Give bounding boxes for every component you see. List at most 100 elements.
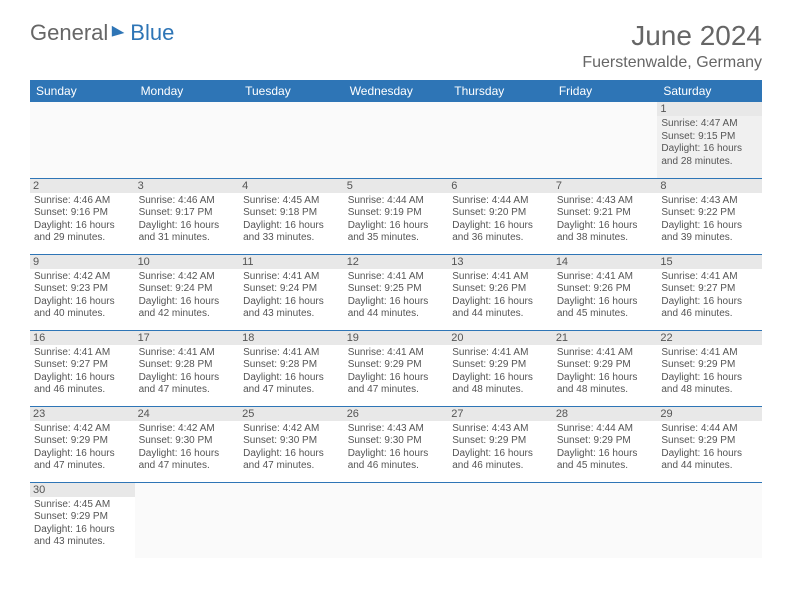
day-number: 3 (135, 179, 240, 193)
day-number: 9 (30, 255, 135, 269)
calendar-cell: 3 Sunrise: 4:46 AMSunset: 9:17 PMDaylight… (135, 178, 240, 254)
calendar-cell: 20Sunrise: 4:41 AMSunset: 9:29 PMDayligh… (448, 330, 553, 406)
day-info: Sunrise: 4:43 AMSunset: 9:30 PMDaylight:… (348, 423, 445, 473)
page-title: June 2024 (582, 20, 762, 52)
calendar-cell: 22Sunrise: 4:41 AMSunset: 9:29 PMDayligh… (657, 330, 762, 406)
calendar-cell (344, 482, 449, 558)
location-subtitle: Fuerstenwalde, Germany (582, 54, 762, 72)
day-number: 12 (344, 255, 449, 269)
weekday-header: Friday (553, 80, 658, 102)
day-number: 5 (344, 179, 449, 193)
calendar-cell: 25Sunrise: 4:42 AMSunset: 9:30 PMDayligh… (239, 406, 344, 482)
calendar-cell: 13 Sunrise: 4:41 AMSunset: 9:26 PMDayligh… (448, 254, 553, 330)
day-number: 11 (239, 255, 344, 269)
day-info: Sunrise: 4:42 AMSunset: 9:24 PMDaylight:… (139, 271, 236, 321)
day-info: Sunrise: 4:41 AMSunset: 9:25 PMDaylight:… (348, 271, 445, 321)
calendar-cell: 5 Sunrise: 4:44 AMSunset: 9:19 PMDaylight… (344, 178, 449, 254)
day-info: Sunrise: 4:44 AMSunset: 9:19 PMDaylight:… (348, 195, 445, 245)
day-info: Sunrise: 4:46 AMSunset: 9:17 PMDaylight:… (139, 195, 236, 245)
calendar-cell: 26 Sunrise: 4:43 AMSunset: 9:30 PMDayligh… (344, 406, 449, 482)
day-number: 20 (448, 331, 553, 345)
day-number: 15 (657, 255, 762, 269)
day-number: 8 (657, 179, 762, 193)
weekday-header: Monday (135, 80, 240, 102)
weekday-header: Wednesday (344, 80, 449, 102)
day-number: 26 (344, 407, 449, 421)
calendar-cell (448, 102, 553, 178)
day-info: Sunrise: 4:41 AMSunset: 9:28 PMDaylight:… (139, 347, 236, 397)
day-info: Sunrise: 4:44 AMSunset: 9:29 PMDaylight:… (661, 423, 758, 473)
brand-logo: General Blue (30, 20, 174, 46)
calendar-cell: 1 Sunrise: 4:47 AMSunset: 9:15 PMDaylight… (657, 102, 762, 178)
logo-text-blue: Blue (130, 20, 174, 46)
day-info: Sunrise: 4:41 AMSunset: 9:27 PMDaylight:… (34, 347, 131, 397)
day-info: Sunrise: 4:42 AMSunset: 9:30 PMDaylight:… (139, 423, 236, 473)
day-info: Sunrise: 4:41 AMSunset: 9:27 PMDaylight:… (661, 271, 758, 321)
day-number: 14 (553, 255, 658, 269)
calendar-cell: 4Sunrise: 4:45 AMSunset: 9:18 PMDaylight… (239, 178, 344, 254)
calendar-cell: 27 Sunrise: 4:43 AMSunset: 9:29 PMDayligh… (448, 406, 553, 482)
calendar-cell: 12 Sunrise: 4:41 AMSunset: 9:25 PMDayligh… (344, 254, 449, 330)
day-number: 19 (344, 331, 449, 345)
day-number: 24 (135, 407, 240, 421)
calendar-cell (657, 482, 762, 558)
day-info: Sunrise: 4:41 AMSunset: 9:24 PMDaylight:… (243, 271, 340, 321)
calendar-cell: 11 Sunrise: 4:41 AMSunset: 9:24 PMDayligh… (239, 254, 344, 330)
calendar-cell (30, 102, 135, 178)
calendar-cell: 2 Sunrise: 4:46 AMSunset: 9:16 PMDaylight… (30, 178, 135, 254)
calendar-cell: 6 Sunrise: 4:44 AMSunset: 9:20 PMDaylight… (448, 178, 553, 254)
calendar-grid: SundayMondayTuesdayWednesdayThursdayFrid… (30, 80, 762, 558)
day-info: Sunrise: 4:41 AMSunset: 9:26 PMDaylight:… (557, 271, 654, 321)
calendar-cell: 19 Sunrise: 4:41 AMSunset: 9:29 PMDayligh… (344, 330, 449, 406)
day-info: Sunrise: 4:41 AMSunset: 9:29 PMDaylight:… (348, 347, 445, 397)
calendar-cell: 24 Sunrise: 4:42 AMSunset: 9:30 PMDayligh… (135, 406, 240, 482)
day-number: 27 (448, 407, 553, 421)
calendar-cell (553, 102, 658, 178)
logo-text-general: General (30, 20, 108, 46)
calendar-cell: 28 Sunrise: 4:44 AMSunset: 9:29 PMDayligh… (553, 406, 658, 482)
calendar-cell: 17 Sunrise: 4:41 AMSunset: 9:28 PMDayligh… (135, 330, 240, 406)
day-info: Sunrise: 4:44 AMSunset: 9:20 PMDaylight:… (452, 195, 549, 245)
calendar-cell: 18 Sunrise: 4:41 AMSunset: 9:28 PMDayligh… (239, 330, 344, 406)
day-number: 1 (657, 102, 762, 116)
day-info: Sunrise: 4:44 AMSunset: 9:29 PMDaylight:… (557, 423, 654, 473)
calendar-cell (448, 482, 553, 558)
day-info: Sunrise: 4:41 AMSunset: 9:29 PMDaylight:… (661, 347, 758, 397)
calendar-cell: 23Sunrise: 4:42 AMSunset: 9:29 PMDayligh… (30, 406, 135, 482)
day-info: Sunrise: 4:43 AMSunset: 9:29 PMDaylight:… (452, 423, 549, 473)
calendar-cell (135, 102, 240, 178)
calendar-cell: 10Sunrise: 4:42 AMSunset: 9:24 PMDayligh… (135, 254, 240, 330)
day-info: Sunrise: 4:42 AMSunset: 9:29 PMDaylight:… (34, 423, 131, 473)
day-number: 18 (239, 331, 344, 345)
day-number: 25 (239, 407, 344, 421)
day-number: 21 (553, 331, 658, 345)
weekday-header: Thursday (448, 80, 553, 102)
calendar-cell (344, 102, 449, 178)
calendar-cell (239, 102, 344, 178)
calendar-cell: 15 Sunrise: 4:41 AMSunset: 9:27 PMDayligh… (657, 254, 762, 330)
day-number: 4 (239, 179, 344, 193)
day-number: 2 (30, 179, 135, 193)
day-info: Sunrise: 4:43 AMSunset: 9:22 PMDaylight:… (661, 195, 758, 245)
calendar-cell: 7 Sunrise: 4:43 AMSunset: 9:21 PMDaylight… (553, 178, 658, 254)
day-number: 6 (448, 179, 553, 193)
day-info: Sunrise: 4:47 AMSunset: 9:15 PMDaylight:… (661, 118, 758, 168)
calendar-cell (135, 482, 240, 558)
calendar-cell: 8 Sunrise: 4:43 AMSunset: 9:22 PMDaylight… (657, 178, 762, 254)
day-info: Sunrise: 4:45 AMSunset: 9:29 PMDaylight:… (34, 499, 131, 549)
day-info: Sunrise: 4:43 AMSunset: 9:21 PMDaylight:… (557, 195, 654, 245)
calendar-cell: 30Sunrise: 4:45 AMSunset: 9:29 PMDayligh… (30, 482, 135, 558)
day-info: Sunrise: 4:41 AMSunset: 9:28 PMDaylight:… (243, 347, 340, 397)
day-info: Sunrise: 4:41 AMSunset: 9:29 PMDaylight:… (557, 347, 654, 397)
day-number: 7 (553, 179, 658, 193)
day-number: 16 (30, 331, 135, 345)
calendar-cell (239, 482, 344, 558)
day-number: 13 (448, 255, 553, 269)
day-info: Sunrise: 4:41 AMSunset: 9:26 PMDaylight:… (452, 271, 549, 321)
day-info: Sunrise: 4:46 AMSunset: 9:16 PMDaylight:… (34, 195, 131, 245)
flag-icon (110, 24, 128, 42)
day-number: 28 (553, 407, 658, 421)
day-number: 17 (135, 331, 240, 345)
calendar-cell: 14 Sunrise: 4:41 AMSunset: 9:26 PMDayligh… (553, 254, 658, 330)
weekday-header: Sunday (30, 80, 135, 102)
